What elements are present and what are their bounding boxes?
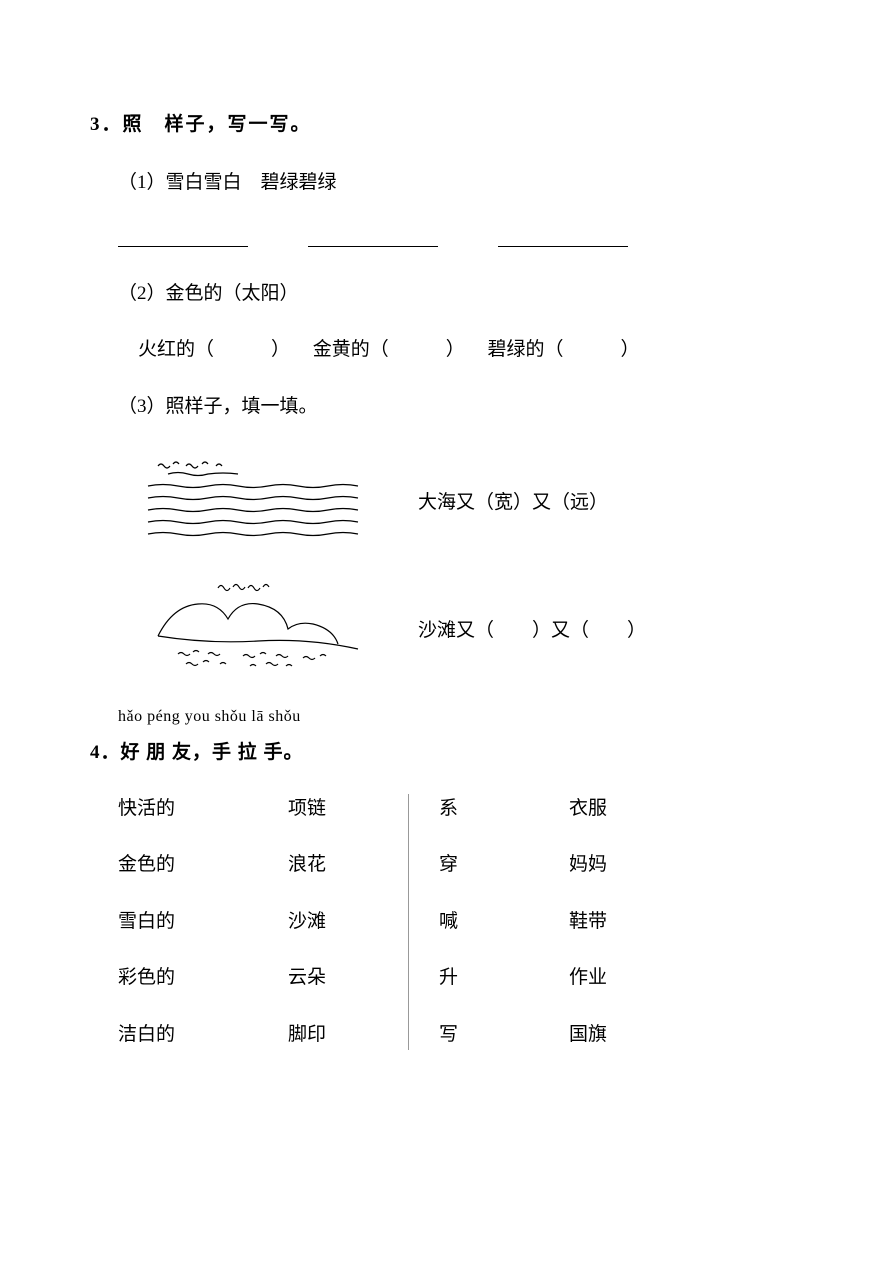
list-item: 脚印 bbox=[288, 1020, 388, 1050]
list-item: 作业 bbox=[569, 963, 669, 993]
blank-1[interactable] bbox=[118, 225, 248, 247]
q4-pinyin: hǎo péng you shǒu lā shǒu bbox=[118, 704, 802, 730]
list-item: 穿 bbox=[439, 850, 569, 880]
q3-sub2: （2）金色的（太阳） bbox=[118, 279, 802, 309]
q3-sub2-fills: 火红的（ ） 金黄的（ ） 碧绿的（ ） bbox=[138, 335, 802, 365]
list-item: 衣服 bbox=[569, 794, 669, 824]
sea-caption: 大海又（宽）又（远） bbox=[418, 488, 608, 518]
q3-title: 3．照 样子，写一写。 bbox=[90, 110, 802, 140]
fill-c[interactable]: 碧绿的（ ） bbox=[488, 339, 640, 360]
divider bbox=[408, 794, 409, 1050]
beach-caption[interactable]: 沙滩又（ ）又（ ） bbox=[418, 616, 646, 646]
list-item: 写 bbox=[439, 1020, 569, 1050]
list-item: 浪花 bbox=[288, 850, 388, 880]
list-item: 国旗 bbox=[569, 1020, 669, 1050]
match-col-4: 衣服 妈妈 鞋带 作业 国旗 bbox=[569, 794, 669, 1050]
list-item: 沙滩 bbox=[288, 907, 388, 937]
list-item: 项链 bbox=[288, 794, 388, 824]
fill-b[interactable]: 金黄的（ ） bbox=[313, 339, 465, 360]
sea-row: 大海又（宽）又（远） bbox=[138, 448, 802, 558]
beach-row: 沙滩又（ ）又（ ） bbox=[138, 576, 802, 686]
q3-blank-row bbox=[118, 225, 802, 247]
match-col-3: 系 穿 喊 升 写 bbox=[439, 794, 569, 1050]
list-item: 雪白的 bbox=[118, 907, 288, 937]
match-table: 快活的 金色的 雪白的 彩色的 洁白的 项链 浪花 沙滩 云朵 脚印 系 穿 喊… bbox=[118, 794, 802, 1050]
beach-sketch bbox=[138, 576, 368, 686]
q4-title: 4．好 朋 友，手 拉 手。 bbox=[90, 738, 802, 768]
list-item: 鞋带 bbox=[569, 907, 669, 937]
list-item: 彩色的 bbox=[118, 963, 288, 993]
list-item: 金色的 bbox=[118, 850, 288, 880]
q3-sub3: （3）照样子，填一填。 bbox=[118, 392, 802, 422]
sea-sketch bbox=[138, 448, 368, 558]
list-item: 洁白的 bbox=[118, 1020, 288, 1050]
blank-3[interactable] bbox=[498, 225, 628, 247]
q3-images: 大海又（宽）又（远） 沙滩又（ ）又（ ） bbox=[138, 448, 802, 686]
match-col-1: 快活的 金色的 雪白的 彩色的 洁白的 bbox=[118, 794, 288, 1050]
q3-sub1: （1）雪白雪白 碧绿碧绿 bbox=[118, 168, 802, 198]
list-item: 快活的 bbox=[118, 794, 288, 824]
list-item: 系 bbox=[439, 794, 569, 824]
match-col-2: 项链 浪花 沙滩 云朵 脚印 bbox=[288, 794, 388, 1050]
list-item: 云朵 bbox=[288, 963, 388, 993]
list-item: 妈妈 bbox=[569, 850, 669, 880]
list-item: 喊 bbox=[439, 907, 569, 937]
blank-2[interactable] bbox=[308, 225, 438, 247]
list-item: 升 bbox=[439, 963, 569, 993]
fill-a[interactable]: 火红的（ ） bbox=[138, 339, 290, 360]
